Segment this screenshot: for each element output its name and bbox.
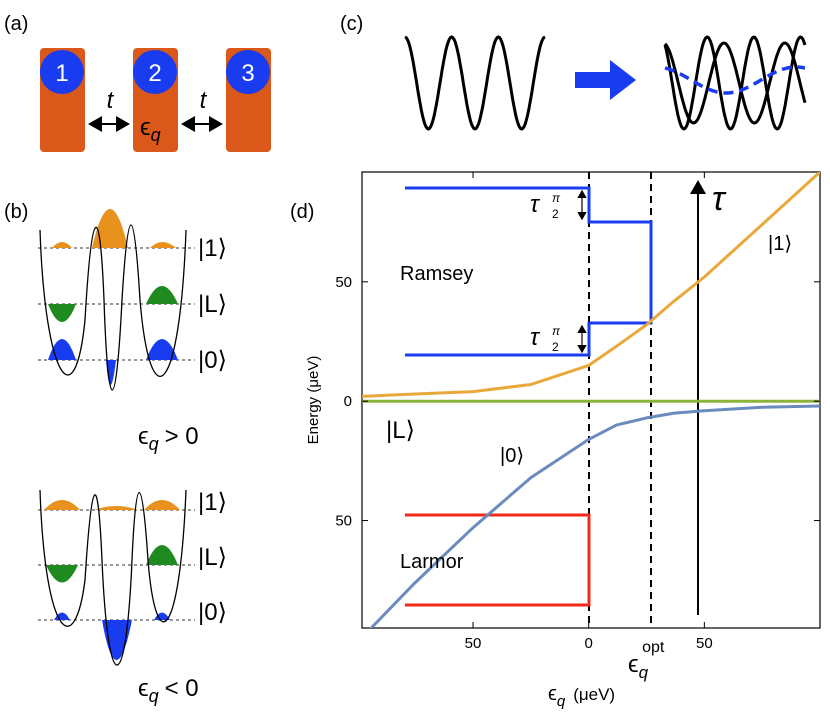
dot bbox=[226, 50, 270, 94]
series-line bbox=[362, 172, 820, 398]
annotation: τ bbox=[530, 324, 541, 351]
wave bbox=[664, 65, 806, 95]
transform-arrow bbox=[575, 60, 636, 100]
plot-area bbox=[361, 171, 821, 629]
x-tick-label: 50 bbox=[465, 635, 482, 652]
series-label: |L⟩ bbox=[386, 417, 415, 444]
state-label: |0⟩ bbox=[198, 599, 227, 626]
wave bbox=[404, 35, 546, 131]
state-label: |L⟩ bbox=[198, 291, 227, 318]
panel-label: (d) bbox=[290, 201, 314, 223]
panel-label: (b) bbox=[4, 201, 28, 223]
wave bbox=[663, 35, 807, 131]
annotation: 2 bbox=[552, 340, 559, 354]
annotation: 2 bbox=[552, 207, 559, 221]
tunnel-label: t bbox=[107, 87, 115, 114]
state-label: |1⟩ bbox=[198, 489, 227, 516]
y-axis-label: Energy (μeV) bbox=[305, 356, 322, 445]
annotation: π bbox=[552, 324, 561, 338]
tunnel-label: t bbox=[200, 87, 208, 114]
dot-label: 3 bbox=[241, 60, 254, 87]
annotation: τ bbox=[530, 191, 541, 218]
panel-label: (c) bbox=[340, 13, 363, 35]
y-tick-label: 0 bbox=[344, 393, 352, 410]
state-label: |1⟩ bbox=[198, 235, 227, 262]
panel-c bbox=[404, 35, 807, 131]
panel-label: (a) bbox=[4, 13, 28, 35]
series-line bbox=[369, 404, 820, 628]
wave bbox=[663, 41, 807, 125]
condition: ϵq > 0 bbox=[138, 423, 199, 454]
annotation: ϵqopt bbox=[628, 639, 665, 682]
ramsey-pulse bbox=[405, 186, 653, 357]
dot-label: 1 bbox=[55, 60, 68, 87]
detuning-label: ϵq bbox=[140, 114, 161, 145]
x-tick-label: 0 bbox=[585, 635, 593, 652]
x-axis-label: ϵq (μeV) bbox=[548, 683, 615, 710]
series-group bbox=[362, 172, 820, 628]
annotation: Larmor bbox=[400, 551, 464, 573]
series-label: |1⟩ bbox=[768, 233, 792, 255]
series-label: |0⟩ bbox=[500, 445, 524, 467]
panel-a: 1 2 3 t t ϵq bbox=[40, 48, 271, 152]
larmor-pulse bbox=[405, 513, 591, 607]
state-label: |L⟩ bbox=[198, 544, 227, 571]
annotation: Ramsey bbox=[400, 263, 473, 285]
annotation: π bbox=[552, 191, 561, 205]
dot-label: 2 bbox=[148, 60, 161, 87]
x-tick-label: 50 bbox=[696, 635, 713, 652]
state-label: |0⟩ bbox=[198, 347, 227, 374]
y-tick-label: 50 bbox=[335, 274, 352, 291]
y-tick-label: 50 bbox=[335, 513, 352, 530]
dot bbox=[40, 50, 84, 94]
annotation: τ bbox=[712, 180, 727, 218]
dot bbox=[133, 50, 177, 94]
panel-b: |1⟩ |L⟩ |0⟩ ϵq > 0 |1⟩ |L⟩ |0⟩ ϵq < 0 bbox=[38, 209, 227, 706]
condition: ϵq < 0 bbox=[138, 675, 199, 706]
